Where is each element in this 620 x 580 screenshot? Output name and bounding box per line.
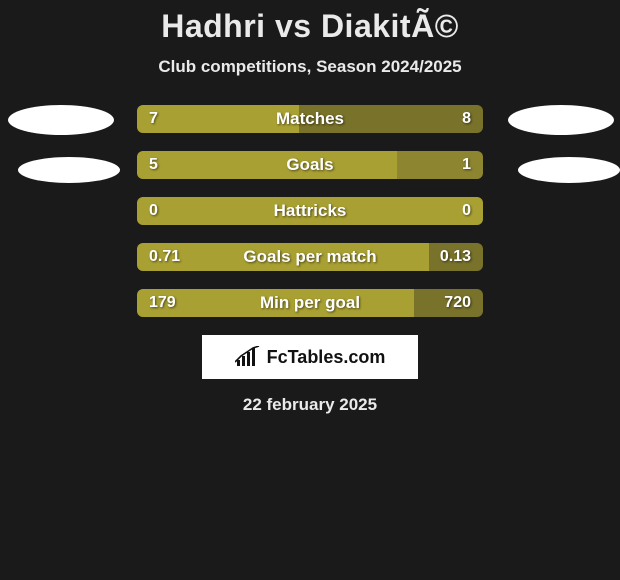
- bar-matches-label: Matches: [276, 109, 344, 129]
- comparison-card: Hadhri vs DiakitÃ© Club competitions, Se…: [0, 0, 620, 580]
- player-left-marker-2: [18, 157, 120, 183]
- page-title: Hadhri vs DiakitÃ©: [0, 8, 620, 45]
- stats-area: 7 Matches 8 5 Goals 1 0 Hattricks 0: [0, 105, 620, 317]
- bar-hattricks: 0 Hattricks 0: [137, 197, 483, 225]
- bar-mpg-right-value: 720: [444, 294, 471, 312]
- bar-goals-right-value: 1: [462, 156, 471, 174]
- player-left-marker-1: [8, 105, 114, 135]
- bar-min-per-goal: 179 Min per goal 720: [137, 289, 483, 317]
- brand-chart-icon: [235, 346, 261, 368]
- brand-badge: FcTables.com: [202, 335, 418, 379]
- bar-goals-left-value: 5: [149, 156, 158, 174]
- bar-gpm-right-value: 0.13: [440, 248, 471, 266]
- bar-goals-per-match: 0.71 Goals per match 0.13: [137, 243, 483, 271]
- comparison-bars: 7 Matches 8 5 Goals 1 0 Hattricks 0: [137, 105, 483, 317]
- bar-goals: 5 Goals 1: [137, 151, 483, 179]
- bar-hattricks-label: Hattricks: [274, 201, 347, 221]
- bar-gpm-label: Goals per match: [243, 247, 376, 267]
- bar-matches-left: [137, 105, 299, 133]
- bar-matches-right-value: 8: [462, 110, 471, 128]
- player-right-marker-2: [518, 157, 620, 183]
- subtitle: Club competitions, Season 2024/2025: [0, 57, 620, 77]
- bar-gpm-left-value: 0.71: [149, 248, 180, 266]
- bar-goals-label: Goals: [286, 155, 333, 175]
- bar-matches-left-value: 7: [149, 110, 158, 128]
- bar-mpg-left-value: 179: [149, 294, 176, 312]
- brand-text: FcTables.com: [267, 347, 386, 368]
- player-right-marker-1: [508, 105, 614, 135]
- bar-goals-left: [137, 151, 397, 179]
- bar-hattricks-right-value: 0: [462, 202, 471, 220]
- bar-hattricks-left-value: 0: [149, 202, 158, 220]
- bar-matches: 7 Matches 8: [137, 105, 483, 133]
- bar-mpg-label: Min per goal: [260, 293, 360, 313]
- date-text: 22 february 2025: [0, 395, 620, 415]
